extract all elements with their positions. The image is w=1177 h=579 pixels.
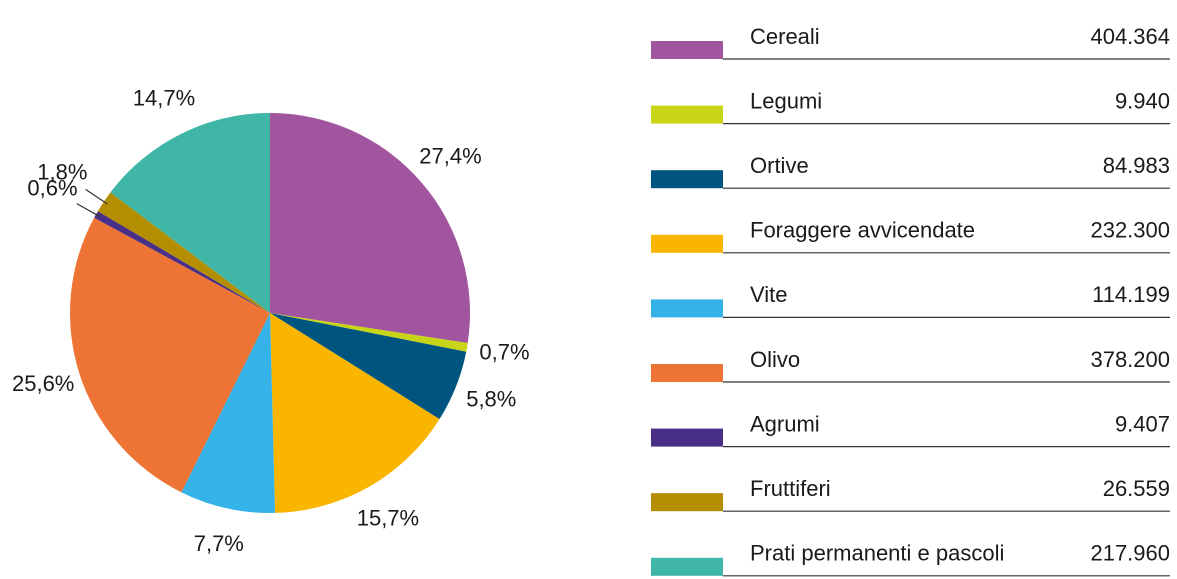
legend-label: Vite: [750, 282, 788, 307]
legend-value: 217.960: [1090, 541, 1170, 566]
pie-slice: [270, 313, 468, 352]
data-label: 15,7%: [357, 506, 419, 531]
pie-slice: [270, 313, 467, 420]
data-label: 0,7%: [479, 340, 529, 365]
leader-line: [85, 188, 108, 205]
pie-slice: [110, 113, 271, 313]
legend-swatch: [651, 234, 723, 253]
legend-label: Olivo: [750, 347, 800, 372]
pie-slice: [270, 113, 470, 344]
data-label: 1,8%: [37, 160, 87, 185]
legend-label: Ortive: [750, 153, 809, 178]
legend-value: 9.407: [1115, 411, 1170, 436]
legend-label: Cereali: [750, 24, 820, 49]
legend-swatch: [651, 170, 723, 189]
legend-swatch: [651, 299, 723, 318]
pie-slice: [97, 192, 270, 313]
legend-value: 9.940: [1115, 88, 1170, 113]
leader-line: [76, 203, 100, 217]
legend-value: 232.300: [1090, 218, 1170, 243]
legend-value: 378.200: [1090, 347, 1170, 372]
legend-swatch: [651, 428, 723, 447]
data-label: 27,4%: [419, 144, 481, 169]
legend-swatch: [651, 364, 723, 382]
legend-label: Prati permanenti e pascoli: [750, 541, 1004, 566]
data-label: 14,7%: [133, 86, 195, 111]
pie-slice: [270, 313, 440, 513]
legend-swatch: [651, 557, 723, 576]
pie-slice: [94, 211, 270, 313]
legend-value: 404.364: [1090, 24, 1170, 49]
legend-value: 114.199: [1092, 282, 1170, 307]
data-label: 7,7%: [194, 531, 244, 556]
legend-label: Agrumi: [750, 411, 820, 436]
legend-swatch: [651, 41, 723, 59]
legend-value: 26.559: [1103, 476, 1170, 501]
legend-swatch: [651, 105, 723, 124]
legend-swatch: [651, 493, 723, 512]
data-label: 0,6%: [27, 176, 77, 201]
data-label: 5,8%: [466, 386, 516, 411]
data-label: 25,6%: [12, 371, 74, 396]
pie-slice: [69, 217, 270, 493]
pie-slice: [181, 313, 276, 513]
legend-value: 84.983: [1103, 153, 1170, 178]
legend-label: Fruttiferi: [750, 476, 831, 501]
legend-label: Legumi: [750, 88, 822, 113]
legend-label: Foraggere avvicendate: [750, 218, 975, 243]
